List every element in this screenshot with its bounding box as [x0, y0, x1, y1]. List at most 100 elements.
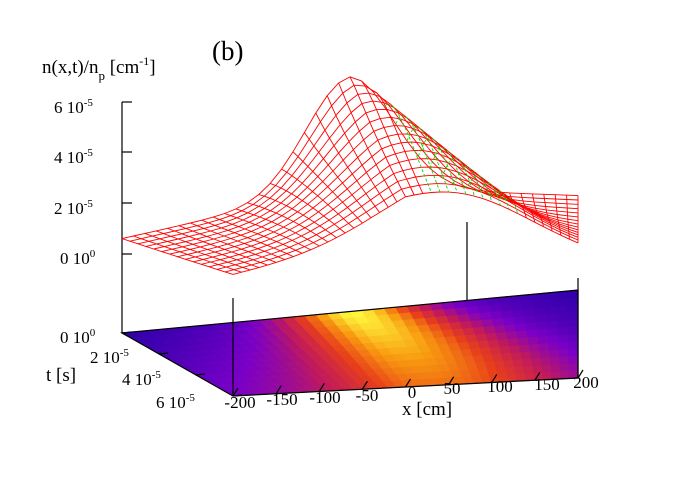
colormap-cell: [567, 333, 579, 343]
colormap-cell: [517, 337, 530, 346]
colormap-cell: [567, 318, 579, 328]
z-axis-label: n(x,t)/np [cm-1]: [42, 54, 156, 83]
surface-line-x: [520, 193, 536, 223]
t-tick-label: 2 10-5: [90, 347, 129, 367]
colormap-cell: [538, 343, 550, 352]
t-tick-mark: [121, 331, 132, 334]
colormap-cell: [544, 299, 557, 308]
t-tick-mark: [195, 373, 206, 376]
colormap-cell: [566, 311, 579, 321]
colormap-cell: [546, 320, 558, 330]
colormap-cell: [516, 330, 529, 339]
colormap-cell: [521, 358, 533, 368]
surface-line-x: [372, 90, 424, 194]
surface-line-t: [129, 84, 579, 242]
x-tick-mark: [448, 376, 455, 386]
surface-line-x: [349, 76, 406, 198]
t-tick-label: 0 100: [60, 327, 96, 347]
colormap-cell: [481, 319, 495, 328]
surface-line-x: [213, 216, 303, 254]
colormap-cell: [529, 350, 542, 360]
z-tick-label: 6 10-5: [54, 97, 93, 117]
surface-line-x: [383, 103, 432, 193]
colormap-cell: [527, 336, 540, 346]
colormap-cell: [541, 364, 552, 374]
t-axis-label: t [s]: [46, 365, 76, 386]
colormap-cell: [532, 365, 543, 374]
colormap-cell: [540, 357, 552, 366]
z-tick-label: 2 10-5: [54, 198, 93, 218]
surface-line-x: [497, 192, 519, 214]
surface-line-x: [178, 225, 277, 263]
colormap-cell: [546, 327, 559, 337]
colormap-cell: [566, 304, 579, 314]
colormap-cell: [536, 328, 549, 338]
surface-line-x: [201, 219, 294, 258]
x-tick-label: 0: [408, 383, 417, 402]
surface-line-x: [156, 230, 260, 269]
panel-label: (b): [212, 36, 243, 66]
colormap-cell: [497, 338, 510, 348]
colormap-cell: [567, 340, 579, 350]
surface-line-x: [121, 238, 234, 275]
surface-line-t: [224, 183, 579, 273]
colormap-cell: [559, 363, 570, 373]
surface-line-x: [554, 194, 562, 236]
colormap-cell: [524, 315, 537, 325]
colormap-cell: [499, 303, 513, 312]
surface-line-x: [224, 213, 311, 251]
axes-frame: [120, 101, 584, 397]
x-axis-label: x [cm]: [402, 399, 452, 420]
colormap-cell: [503, 359, 515, 369]
colormap-cell: [495, 332, 509, 341]
surface-line-x: [395, 115, 441, 193]
colormap-cell: [518, 344, 531, 353]
colormap-cell: [548, 342, 560, 351]
x-tick-label: 200: [573, 373, 599, 392]
colormap-cell: [531, 358, 542, 367]
colormap-cell: [555, 298, 568, 307]
x-tick-mark: [534, 371, 541, 381]
x-tick-label: 50: [444, 379, 461, 398]
z-tick-label: 4 10-5: [54, 147, 93, 167]
colormap-cell: [477, 305, 491, 314]
x-tick-mark: [361, 380, 368, 390]
surface-line-x: [429, 147, 467, 195]
t-tick-mark: [158, 352, 169, 355]
colormap-base: [121, 289, 579, 397]
surface-line-x: [509, 192, 527, 218]
colormap-cell: [567, 326, 579, 336]
colormap-cell: [557, 327, 569, 336]
surface-line-x: [235, 208, 320, 247]
t-tick-label: 6 10-5: [156, 392, 195, 412]
surface-line-x: [475, 182, 501, 206]
surface-line-x: [304, 132, 372, 219]
colormap-cell: [539, 350, 551, 359]
colormap-cell: [549, 356, 561, 366]
surface-line-x: [417, 137, 458, 193]
colormap-cell: [521, 301, 535, 310]
surface-line-x: [566, 195, 570, 240]
colormap-cell: [510, 302, 524, 311]
surface-line-x: [247, 202, 329, 243]
colormap-cell: [549, 349, 560, 359]
surface-line-x: [167, 227, 268, 266]
colormap-cell: [566, 296, 579, 306]
x-tick-mark: [232, 387, 239, 397]
x-tick-label: 100: [487, 377, 513, 396]
surface-line-x: [440, 157, 475, 197]
colormap-cell: [534, 314, 547, 324]
surface-line-x: [531, 193, 544, 227]
colormap-cell: [558, 341, 569, 351]
colormap-cell: [479, 312, 493, 321]
surface-line-x: [190, 222, 285, 261]
colormap-cell: [515, 373, 527, 382]
surface-line-x: [338, 82, 398, 203]
surface-line-t: [153, 109, 579, 250]
colormap-cell: [505, 331, 519, 340]
colormap-cell: [502, 317, 516, 326]
colormap-cell: [559, 370, 570, 380]
colormap-cell: [568, 362, 579, 372]
